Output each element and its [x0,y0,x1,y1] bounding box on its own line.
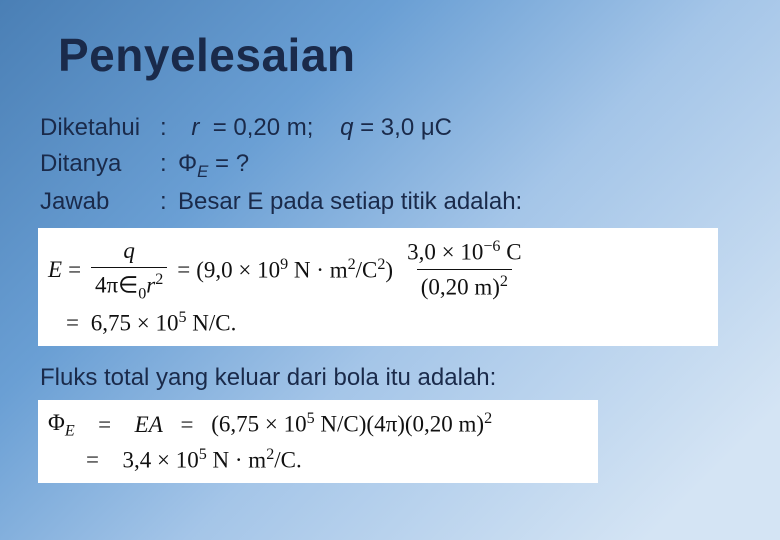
eq2-expr: (6,75 × 105 N/C)(4π)(0,20 m)2 [211,407,492,441]
eq2-phi-sym: Φ [48,410,65,435]
eq2-sup2: 2 [484,410,492,427]
eq1-k-unit: N · m [288,258,347,283]
eq2-phi-sub: E [65,423,75,440]
eq2-EA: EA [135,408,163,441]
val-r: = 0,20 m; [213,114,314,141]
eq2-phi: ΦE [48,406,75,443]
eq1-line2-val: 6,75 × 105 N/C. [85,306,236,340]
eq1-line2-sup: 5 [178,309,186,326]
eq2-eq1: = [98,408,111,441]
eq1-k-unit2: /C [356,258,378,283]
eq1-den2: (0,20 m)2 [417,269,512,304]
given-row-ditanya: Ditanya : ΦE = ? [40,146,738,184]
eq1-k-sup: 9 [280,256,288,273]
eq1-line2-eq: = [66,306,79,339]
eq2-line1: ΦE = EA = (6,75 × 105 N/C)(4π)(0,20 m)2 [48,406,588,443]
var-q: q [340,114,353,141]
label-diketahui: Diketahui [40,110,160,146]
eq1-num1: q [119,234,139,267]
eq1-k-close: ) [385,258,393,283]
eq1-frac2: 3,0 × 10−6 C (0,20 m)2 [403,235,525,304]
value-ditanya: ΦE = ? [178,146,249,184]
eq2-line2-num: 3,4 × 10 [122,447,198,472]
eq2-line2-eq: = [86,443,99,476]
slide-container: Penyelesaian Diketahui : r = 0,20 m; q =… [0,0,780,503]
phi-sub: E [197,162,208,181]
eq2-line2: = 3,4 × 105 N · m2/C. [48,443,588,477]
eq2-open: (6,75 × 10 [211,412,306,437]
eq1-E: E [48,253,62,286]
label-jawab: Jawab [40,184,160,220]
equation-strip-2: ΦE = EA = (6,75 × 105 N/C)(4π)(0,20 m)2 … [38,400,598,483]
eq1-line2-num: 6,75 × 10 [91,311,179,336]
colon: : [160,110,178,146]
eq2-line2-unit: N · m [207,447,266,472]
eq1-den2-val: (0,20 m) [421,275,500,300]
eq1-line1: E = q 4π∈0r2 = (9,0 × 109 N · m2/C2) 3,0… [48,234,708,306]
colon: : [160,184,178,220]
equation-strip-1: E = q 4π∈0r2 = (9,0 × 109 N · m2/C2) 3,0… [38,228,718,346]
slide-title: Penyelesaian [58,28,738,82]
eq1-frac1: q 4π∈0r2 [91,234,167,306]
eq1-num2: 3,0 × 10−6 C [403,235,525,269]
eq1-den1-sup2: 2 [155,271,163,288]
eq1-den1-4pe: 4π∈ [95,273,138,298]
colon: : [160,146,178,184]
eq2-eq2: = [181,408,194,441]
middle-text: Fluks total yang keluar dari bola itu ad… [40,364,738,392]
eq1-num2-sup: −6 [483,238,500,255]
eq1-k-unit-sup: 2 [348,256,356,273]
eq2-line2-unit2: /C. [274,447,301,472]
eq1-num2-unit: C [500,240,521,265]
eq1-eq2: = [177,253,190,286]
phi-rest: = ? [208,150,249,177]
eq2-unit1: N/C)(4π)(0,20 m) [315,412,484,437]
eq1-k-val: (9,0 × 10 [196,258,280,283]
eq2-sup1: 5 [307,410,315,427]
eq1-line2: = 6,75 × 105 N/C. [48,306,708,340]
eq1-den2-sup: 2 [500,273,508,290]
eq1-den1-r: r [146,273,155,298]
val-q: = 3,0 μC [360,114,452,141]
given-block: Diketahui : r = 0,20 m; q = 3,0 μC Ditan… [40,110,738,220]
given-row-diketahui: Diketahui : r = 0,20 m; q = 3,0 μC [40,110,738,146]
eq1-eq1: = [68,253,81,286]
eq2-line2-sup: 5 [199,446,207,463]
eq2-line2-val: 3,4 × 105 N · m2/C. [122,443,301,477]
eq1-line2-unit: N/C. [187,311,237,336]
phi-symbol: Φ [178,150,197,177]
value-diketahui: r = 0,20 m; q = 3,0 μC [178,110,452,146]
value-jawab: Besar E pada setiap titik adalah: [178,184,522,220]
eq1-k: (9,0 × 109 N · m2/C2) [196,253,393,287]
var-r: r [191,114,199,141]
label-ditanya: Ditanya [40,146,160,184]
eq1-num2-val: 3,0 × 10 [407,240,483,265]
given-row-jawab: Jawab : Besar E pada setiap titik adalah… [40,184,738,220]
eq1-den1: 4π∈0r2 [91,267,167,306]
